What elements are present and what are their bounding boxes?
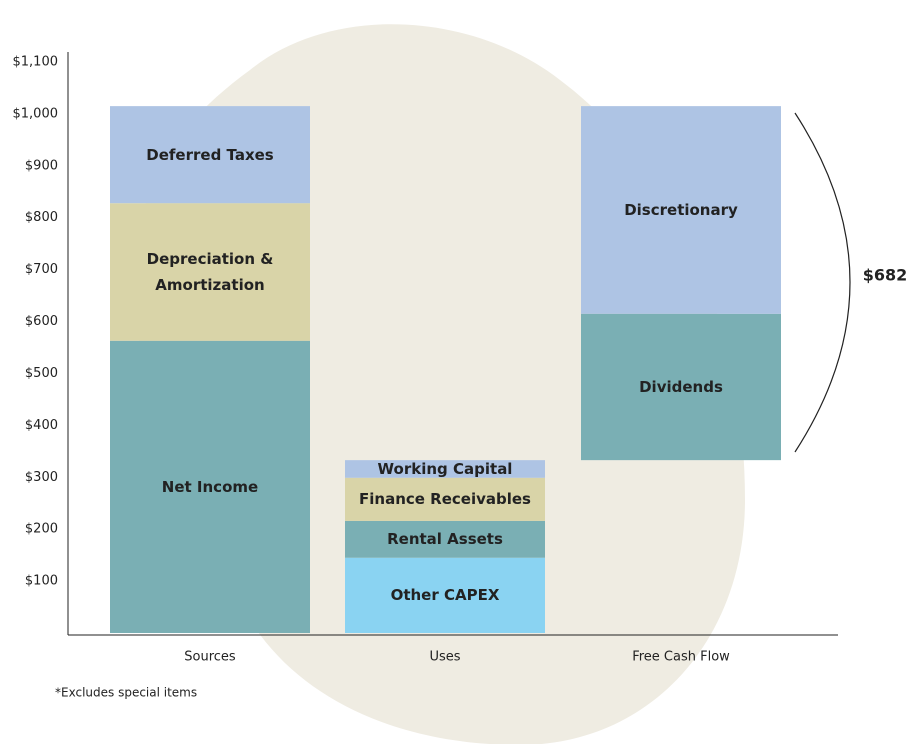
y-tick-label: $500 [25,366,58,381]
y-tick-label: $700 [25,262,58,277]
bar-segment [345,460,545,478]
y-tick-label: $1,000 [13,106,59,121]
x-tick-label: Sources [184,650,236,665]
segment-label: Working Capital [377,459,513,478]
bar-segment [110,203,310,341]
bracket [794,112,851,453]
y-tick-label: $200 [25,522,58,537]
y-tick-label: $400 [25,418,58,433]
x-tick-label: Uses [429,650,460,665]
y-tick-label: $1,100 [13,55,59,70]
annotation: $682 [863,266,908,285]
bar-segment [110,340,310,633]
segment-label: Finance Receivables [359,490,531,509]
segment-label: Discretionary [624,200,738,219]
segment-label: Net Income [161,477,259,496]
bar-segment [581,313,781,461]
x-tick-label: Free Cash Flow [632,650,730,665]
bar-segment [345,477,545,521]
bar-segment [581,106,781,314]
y-tick-label: $100 [25,574,58,589]
footnote: *Excludes special items [55,686,197,700]
y-tick-label: $300 [25,470,58,485]
segment-label: Other CAPEX [390,586,500,605]
segment-label: Rental Assets [387,530,503,549]
segment-label: Dividends [639,377,723,396]
bar-segment [345,557,545,633]
y-tick-label: $800 [25,210,58,225]
y-tick-label: $900 [25,158,58,173]
segment-label: Depreciation & Amortization [146,249,274,294]
segment-label: Deferred Taxes [146,145,274,164]
bar-segment [345,520,545,558]
y-tick-label: $600 [25,314,58,329]
bar-segment [110,106,310,204]
